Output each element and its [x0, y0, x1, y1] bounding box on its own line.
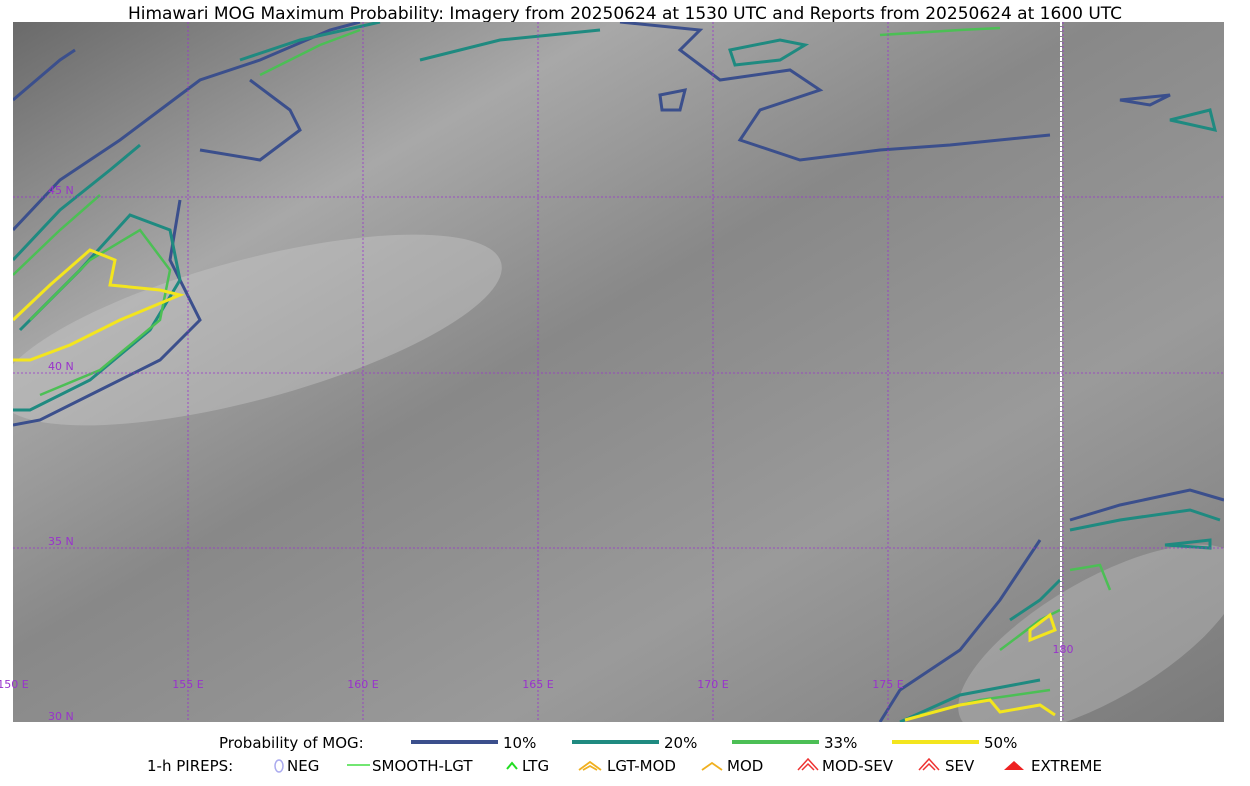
legend-label: 1-h PIREPS: — [147, 757, 233, 775]
lat-label: 40 N — [48, 360, 74, 373]
legend-icon — [701, 761, 723, 771]
legend-item: 50% — [984, 734, 1017, 752]
lon-label: 155 E — [172, 678, 203, 691]
lon-label: 150 E — [0, 678, 29, 691]
lon-label: 160 E — [347, 678, 378, 691]
legend-item: SMOOTH-LGT — [372, 757, 473, 775]
contour-50 — [13, 248, 1057, 722]
cloud-band — [958, 544, 1224, 722]
legend-item: LGT-MOD — [607, 757, 676, 775]
legend-probability: Probability of MOG: 10% 20% 33% 50% — [219, 734, 1017, 752]
legend-icon — [797, 757, 819, 771]
graticule-labels: 45 N 40 N 35 N 30 N 150 E 155 E 160 E 16… — [0, 184, 1074, 723]
contour-20 — [13, 22, 1221, 722]
legend-item: SEV — [945, 757, 975, 775]
legend-item: LTG — [522, 757, 549, 775]
lat-label: 35 N — [48, 535, 74, 548]
legend-icon — [578, 760, 602, 771]
lat-label: 30 N — [48, 710, 74, 723]
lon-label: 170 E — [697, 678, 728, 691]
lon-label: 175 E — [872, 678, 903, 691]
graticule — [13, 22, 1224, 722]
legend-item: 33% — [824, 734, 857, 752]
legend-icon — [506, 761, 518, 770]
legend-item: NEG — [287, 757, 319, 775]
contours — [13, 22, 1224, 722]
legend-item: EXTREME — [1031, 757, 1102, 775]
legend-item: MOD-SEV — [822, 757, 894, 775]
lon-label: 165 E — [522, 678, 553, 691]
legend-icon — [274, 759, 284, 773]
legend-item: 20% — [664, 734, 697, 752]
legend-label: Probability of MOG: — [219, 734, 364, 752]
map-area — [13, 22, 1224, 722]
contour-33 — [13, 26, 1112, 717]
lon-label: 180 — [1053, 643, 1074, 656]
lat-label: 45 N — [48, 184, 74, 197]
legend-icon — [1004, 761, 1024, 770]
title: Himawari MOG Maximum Probability: Imager… — [128, 4, 1122, 24]
contour-10 — [13, 22, 1224, 722]
legend-item: 10% — [503, 734, 536, 752]
legend-pireps: 1-h PIREPS: NEG SMOOTH-LGT LTG LGT-MOD M… — [147, 757, 1102, 775]
legend-item: MOD — [727, 757, 763, 775]
legend-icon — [918, 757, 940, 771]
